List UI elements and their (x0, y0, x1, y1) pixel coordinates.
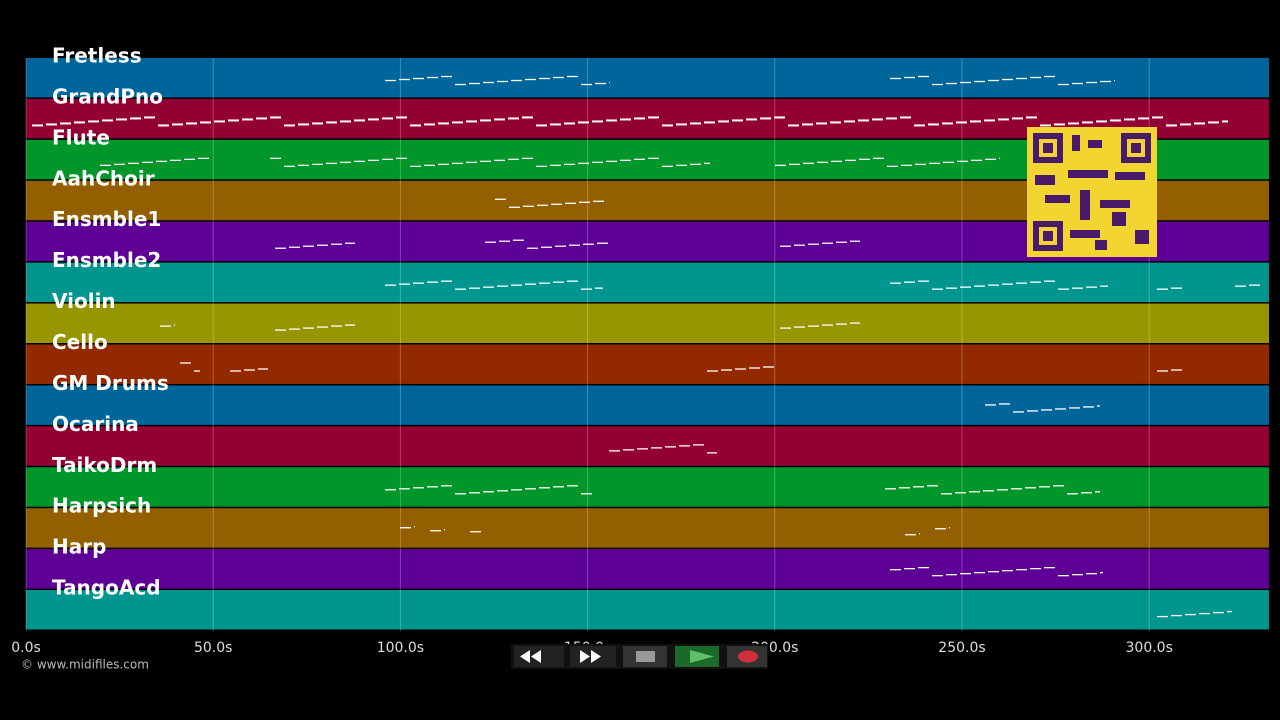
track-name: Harp (52, 535, 106, 559)
notes (32, 75, 1260, 618)
track-lane (26, 590, 1269, 630)
track-labels: Fretless GrandPno Flute AahChoir Ensmble1 Ens… (52, 44, 169, 600)
transport-controls (511, 644, 768, 669)
tick-label: 300.0s (1126, 640, 1173, 656)
track-lane (26, 262, 1269, 303)
track-lane (26, 508, 1269, 548)
track-lane (26, 549, 1269, 589)
tick-label: 0.0s (11, 640, 41, 656)
copyright: © www.midifiles.com (21, 658, 149, 672)
tick-label: 50.0s (194, 640, 232, 656)
track-name: GM Drums (52, 371, 169, 395)
track-lane (26, 385, 1269, 425)
track-name: Ensmble1 (52, 207, 161, 231)
track-lane (26, 58, 1269, 98)
track-name: Harpsich (52, 494, 151, 518)
track-name: Ensmble2 (52, 248, 161, 272)
track-lane (26, 344, 1269, 384)
tick-label: 100.0s (377, 640, 424, 656)
track-name: TangoAcd (52, 576, 161, 600)
grid (25, 58, 1150, 631)
track-name: Ocarina (52, 412, 139, 436)
play-button[interactable] (675, 646, 719, 667)
forward-button[interactable] (570, 646, 616, 667)
track-name: AahChoir (52, 166, 155, 190)
track-name: GrandPno (52, 84, 163, 108)
track-lane (26, 467, 1269, 507)
track-name: TaikoDrm (52, 453, 157, 477)
track-name: Fretless (52, 44, 142, 68)
track-lane (26, 426, 1269, 466)
qr-code (1027, 127, 1157, 257)
track-name: Flute (52, 125, 110, 149)
rewind-button[interactable] (514, 646, 564, 667)
track-lane (26, 303, 1269, 343)
track-name: Cello (52, 330, 108, 354)
record-button[interactable] (727, 646, 767, 667)
stop-button[interactable] (623, 646, 667, 667)
track-name: Violin (52, 289, 116, 313)
tick-label: 250.0s (938, 640, 985, 656)
